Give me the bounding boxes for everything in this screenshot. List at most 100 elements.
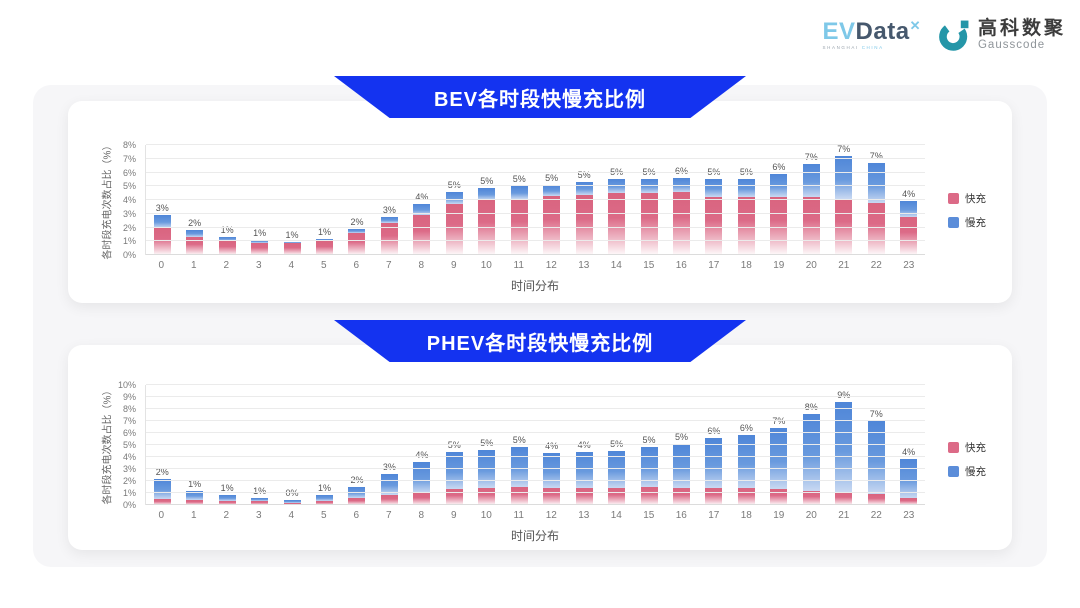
x-tick-label: 22 [870, 260, 882, 271]
bar-value-label: 4% [415, 449, 429, 460]
evdata-x-icon: ✕ [909, 18, 921, 34]
bev-chart-title-banner: BEV各时段快慢充比例 [334, 76, 746, 118]
x-tick-label: 17 [708, 260, 720, 271]
bar-slot: 1% [243, 145, 275, 255]
y-tick-label: 5% [122, 181, 136, 192]
gridline [146, 171, 925, 173]
x-tick-label: 11 [513, 260, 524, 271]
bar-value-label: 3% [382, 204, 396, 215]
x-tick-label: 1 [190, 260, 197, 271]
bar-value-label: 2% [188, 218, 202, 229]
bar-slot: 3% [373, 385, 405, 505]
gridline [146, 185, 925, 187]
slow-charge-segment [672, 178, 690, 192]
x-tick-label: 19 [773, 510, 785, 521]
bar-value-label: 5% [545, 172, 559, 183]
y-tick-label: 1% [122, 236, 136, 247]
x-tick-label: 7 [385, 510, 392, 521]
bar-slot: 3% [146, 145, 178, 255]
gridline [146, 254, 925, 255]
stacked-bar [900, 201, 918, 255]
x-tick-label: 16 [675, 260, 687, 271]
stacked-bar [705, 179, 723, 255]
bar-value-label: 7% [837, 144, 851, 154]
bar-value-label: 1% [220, 225, 234, 236]
stacked-bar [153, 478, 171, 505]
slow-charge-segment [608, 179, 626, 194]
gridline [146, 240, 925, 242]
x-tick-label: 18 [740, 510, 752, 521]
x-tick-label: 21 [838, 260, 850, 271]
x-tick-label: 23 [903, 260, 915, 271]
x-tick-label: 7 [385, 260, 392, 271]
x-tick-label: 8 [418, 260, 425, 271]
bar-slot: 5% [600, 385, 632, 505]
x-axis-title: 时间分布 [510, 279, 559, 293]
slow-charge-segment [640, 447, 658, 487]
bar-value-label: 5% [512, 174, 526, 185]
y-axis-labels: 0% 1% 2% 3% 4% 5% 6% 7% 8% [68, 140, 140, 260]
stacked-bar [900, 459, 918, 505]
bar-slot: 1% [243, 385, 275, 505]
x-tick-label: 22 [870, 510, 882, 521]
x-tick-label: 5 [320, 260, 327, 271]
fast-charge-segment [283, 502, 301, 505]
bar-value-label: 1% [253, 227, 267, 238]
bar-slot: 1% [276, 145, 308, 255]
gridline [146, 480, 925, 481]
fast-charge-segment [867, 494, 885, 505]
bar-slot: 2% [146, 385, 178, 505]
bar-slot: 5% [665, 385, 697, 505]
y-tick-label: 6% [122, 167, 136, 178]
bar-slot: 5% [568, 145, 600, 255]
x-tick-label: 0 [158, 260, 165, 271]
x-tick-label: 14 [610, 260, 622, 271]
stacked-bar [802, 164, 820, 255]
bar-slot: 1% [178, 385, 210, 505]
slow-charge-segment [283, 241, 301, 244]
stacked-bar [413, 461, 431, 505]
gridline [146, 504, 925, 505]
bar-value-label: 4% [577, 440, 591, 451]
bar-slot: 5% [535, 145, 567, 255]
fast-charge-segment [186, 500, 204, 505]
stacked-bar [380, 216, 398, 255]
fast-charge-segment [315, 241, 333, 255]
gausscode-en-name: Gausscode [977, 39, 1046, 52]
x-tick-label: 19 [773, 260, 785, 271]
slow-charge-segment [510, 186, 528, 199]
bev-chart-card: 各时段充电次数占比（%） 0% 1% 2% 3% 4% 5% 6% 7% 8% 3% 2% 1% 1%… [68, 101, 1012, 303]
bar-value-label: 6% [739, 423, 753, 434]
evdata-ev-text: EV [822, 18, 856, 46]
stacked-bar [672, 178, 690, 255]
stacked-bar [575, 182, 593, 255]
fast-charge-segment [218, 241, 236, 255]
y-tick-label: 0% [122, 500, 136, 510]
fast-charge-segment [283, 243, 301, 255]
gridline [146, 456, 925, 457]
stacked-bar [867, 162, 885, 255]
y-axis-labels: 0% 1% 2% 3% 4% 5% 6% 7% 8% 9% 10% [68, 380, 140, 510]
bar-slot: 4% [892, 145, 924, 255]
slow-charge-segment [705, 179, 723, 198]
stacked-bar [315, 239, 333, 255]
slow-charge-segment [445, 191, 463, 205]
fast-charge-segment [608, 488, 626, 505]
x-tick-label: 1 [190, 510, 197, 521]
fast-charge-segment [153, 227, 171, 255]
stacked-bar [867, 421, 885, 505]
slow-charge-segment [315, 239, 333, 242]
gausscode-logo: 高科数聚 Gausscode [937, 18, 1066, 52]
bar-slot: 6% [665, 145, 697, 255]
gridline [146, 144, 925, 145]
stacked-bar [218, 495, 236, 505]
bar-slot: 5% [600, 145, 632, 255]
bar-slot: 4% [892, 385, 924, 505]
x-tick-label: 12 [545, 260, 557, 271]
fast-charge-segment [251, 242, 269, 255]
bar-slot: 0% [276, 385, 308, 505]
fast-charge-segment [900, 216, 918, 255]
evdata-data-text: Data [855, 18, 910, 46]
x-tick-label: 20 [805, 510, 817, 521]
